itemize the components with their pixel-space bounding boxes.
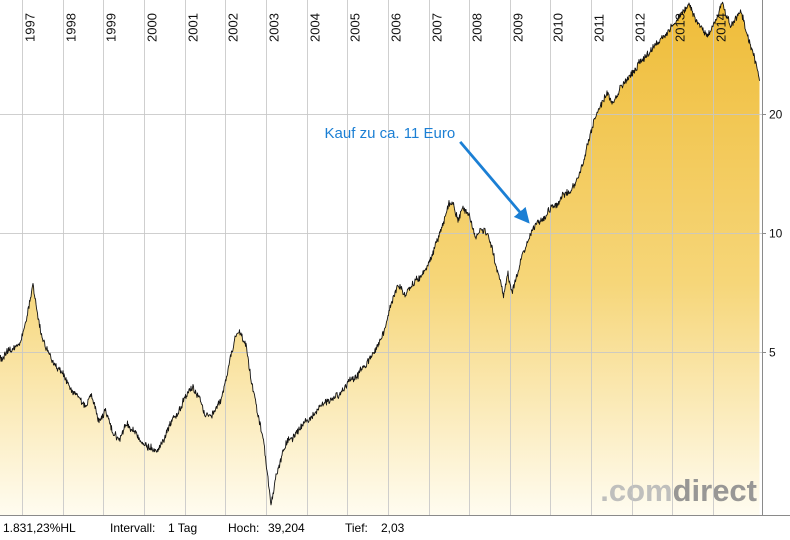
year-label: 1997	[23, 13, 38, 42]
watermark: .comdirect	[600, 473, 757, 508]
status-low-value: 2,03	[381, 521, 405, 535]
year-label: 2008	[470, 13, 485, 42]
price-area	[0, 2, 760, 515]
status-low-label: Tief:	[345, 521, 368, 535]
status-high-value: 39,204	[268, 521, 305, 535]
year-label: 2002	[226, 13, 241, 42]
year-label: 2014	[714, 13, 729, 42]
year-label: 2013	[673, 13, 688, 42]
watermark-suffix: direct	[673, 473, 757, 508]
y-tick-label: 10	[769, 227, 783, 241]
year-label: 1999	[104, 13, 119, 42]
status-bar: 1.831,23%HL Intervall: 1 Tag Hoch: 39,20…	[0, 517, 790, 540]
year-label: 2006	[389, 13, 404, 42]
y-tick-label: 20	[769, 108, 783, 122]
status-high-label: Hoch:	[228, 521, 260, 535]
status-interval-label: Intervall:	[110, 521, 156, 535]
status-hl-percent: 1.831,23%HL	[3, 521, 76, 535]
year-label: 2010	[551, 13, 566, 42]
year-label: 2011	[592, 14, 607, 42]
status-interval-value: 1 Tag	[168, 521, 198, 535]
year-label: 2001	[186, 13, 201, 42]
year-label: 2009	[511, 13, 526, 42]
watermark-prefix: .com	[600, 473, 672, 508]
year-label: 1998	[64, 13, 79, 42]
year-label: 2004	[308, 13, 323, 42]
year-label: 2012	[633, 13, 648, 42]
price-chart: .comdirect Kauf zu ca. 11 Euro 1997 1998 199…	[0, 0, 790, 516]
year-label: 2003	[267, 13, 282, 42]
year-label: 2005	[348, 13, 363, 42]
annotation-arrow	[459, 140, 530, 224]
annotation-text: Kauf zu ca. 11 Euro	[325, 125, 456, 142]
year-label: 2007	[430, 13, 445, 42]
y-tick-label: 5	[769, 346, 776, 360]
year-label: 2000	[145, 13, 160, 42]
price-line	[0, 1, 760, 506]
